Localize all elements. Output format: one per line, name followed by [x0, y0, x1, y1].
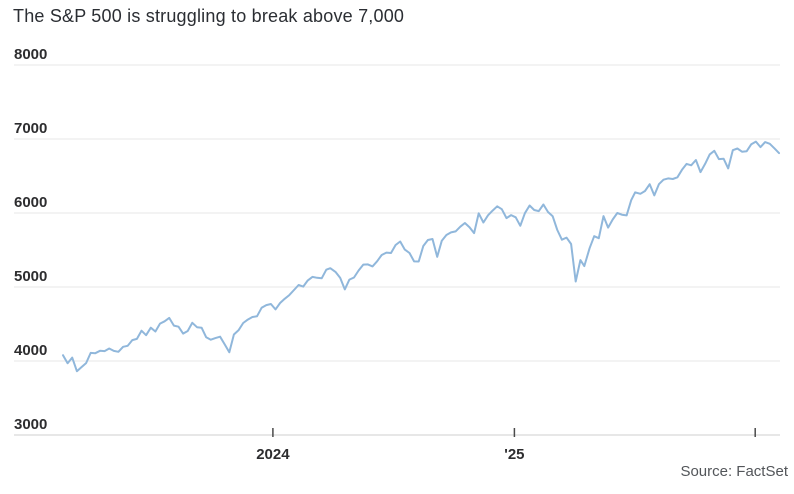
y-axis-label: 7000 [14, 120, 47, 137]
x-axis-label: '25 [504, 446, 524, 463]
y-axis-label: 3000 [14, 416, 47, 433]
source-attribution: Source: FactSet [680, 463, 788, 480]
chart-title: The S&P 500 is struggling to break above… [13, 6, 405, 26]
y-axis-label: 5000 [14, 268, 47, 285]
y-axis-label: 4000 [14, 342, 47, 359]
price-line [62, 140, 780, 373]
y-axis-label: 6000 [14, 194, 47, 211]
x-axis-label: 2024 [256, 446, 290, 463]
y-axis-label: 8000 [14, 46, 47, 63]
